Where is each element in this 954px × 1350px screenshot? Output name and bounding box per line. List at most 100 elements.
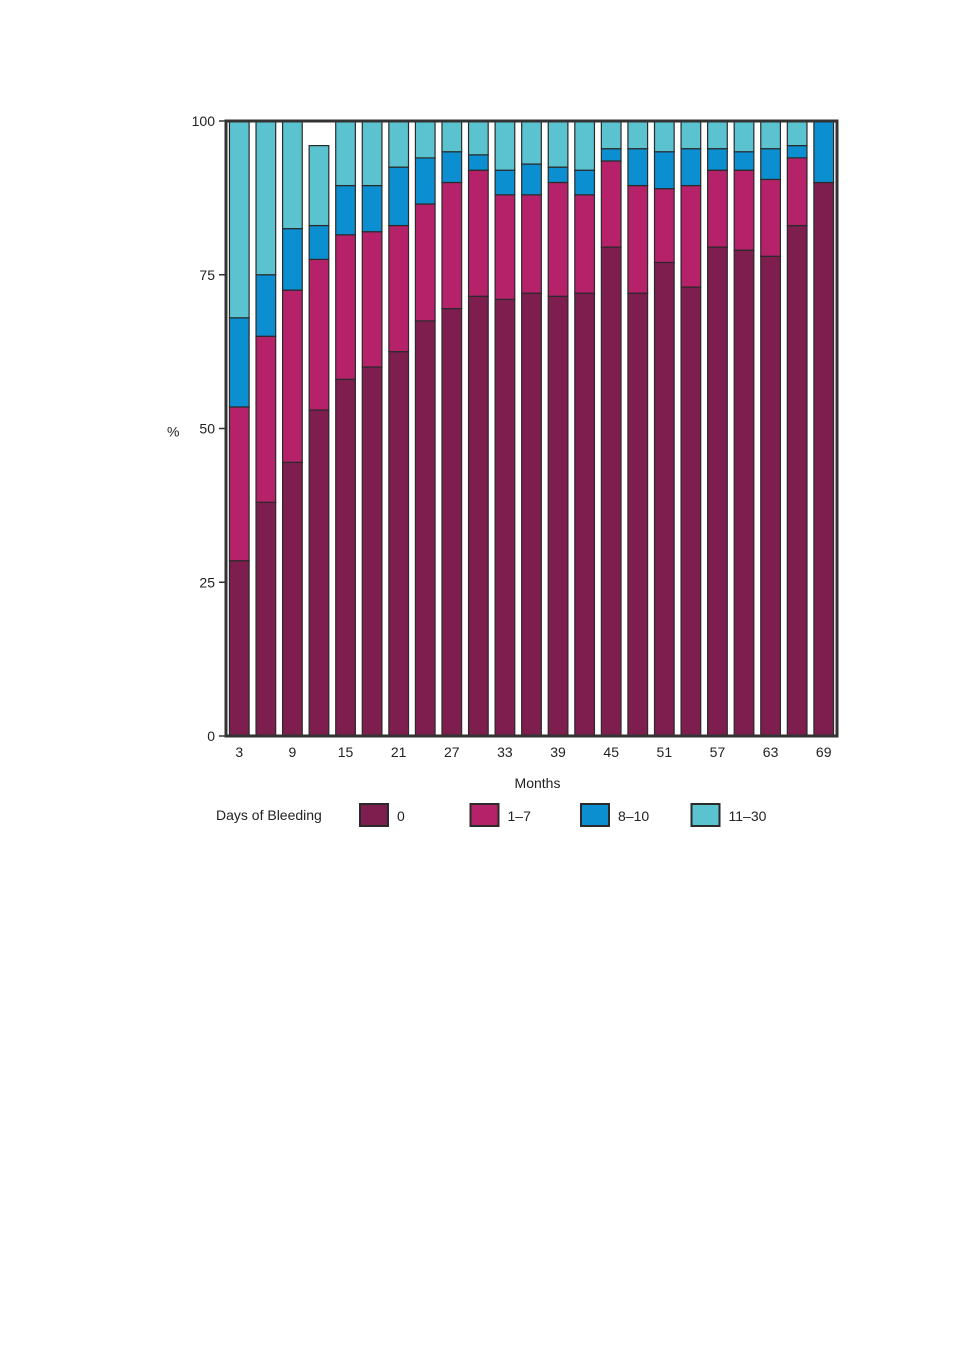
x-tick-label: 45 (603, 744, 619, 760)
bar-segment-series-1 (653, 188, 675, 264)
bar-segment-series-3 (255, 120, 277, 276)
bar-segment-series-3 (388, 120, 410, 168)
bar-segment-series-3 (733, 120, 755, 153)
bar-segment-series-2 (441, 151, 463, 184)
bar-segment-series-3 (760, 120, 782, 150)
bars (228, 120, 835, 737)
legend-title: Days of Bleeding (216, 807, 322, 823)
bar-segment-series-3 (653, 120, 675, 153)
bar-segment-series-3 (707, 120, 728, 150)
bar-segment-zero (707, 246, 728, 737)
bar-segment-zero (281, 461, 303, 737)
bar-segment-zero (547, 295, 569, 737)
bar-segment-series-2 (733, 151, 755, 171)
bar-segment-zero (627, 292, 649, 737)
x-tick-label: 9 (289, 744, 297, 760)
bar-segment-series-1 (680, 184, 702, 288)
bar-segment-series-3 (414, 120, 436, 159)
bar-segment-zero (653, 261, 675, 737)
y-tick-label: 25 (199, 574, 215, 590)
bar-segment-series-1 (441, 181, 463, 310)
bar-segment-series-3 (627, 120, 649, 150)
bar-segment-series-2 (786, 145, 808, 159)
bar-segment-series-2 (653, 151, 675, 190)
y-tick-label: 100 (192, 113, 216, 129)
bar-segment-zero (441, 307, 463, 737)
bar-segment-zero (388, 351, 410, 737)
x-tick-label: 27 (444, 744, 460, 760)
bar-segment-zero (600, 246, 622, 737)
bar-segment-series-2 (760, 148, 782, 181)
y-axis: 0 25 50 75 100 (192, 113, 226, 744)
bar-segment-series-3 (361, 120, 383, 187)
bar-segment-zero (335, 378, 356, 737)
bar-segment-series-3 (467, 120, 489, 156)
legend-label: 8–10 (618, 808, 649, 824)
bar-segment-series-2 (388, 166, 410, 227)
bar-segment-series-2 (627, 148, 649, 187)
bar-segment-series-1 (733, 169, 755, 251)
legend-swatch (359, 803, 389, 827)
bar-segment-series-3 (308, 145, 330, 227)
bar-segment-series-2 (707, 148, 728, 171)
legend: Days of Bleeding 0 1–7 8–10 11–30 (216, 803, 767, 827)
bar-segment-zero (760, 255, 782, 737)
bar-segment-series-2 (467, 154, 489, 171)
bar-segment-series-2 (228, 317, 250, 408)
bar-segment-series-3 (600, 120, 622, 150)
bar-segment-zero (414, 320, 436, 737)
bar-segment-series-3 (228, 120, 250, 319)
x-tick-label: 69 (816, 744, 832, 760)
bar-segment-series-3 (547, 120, 569, 168)
x-tick-label: 33 (497, 744, 513, 760)
x-tick-label: 63 (763, 744, 779, 760)
x-tick-label: 15 (338, 744, 354, 760)
bar-segment-series-3 (521, 120, 542, 165)
legend-swatch (580, 803, 610, 827)
bar-segment-series-2 (574, 169, 596, 196)
bar-segment-series-2 (308, 224, 330, 260)
y-tick-label: 75 (199, 267, 215, 283)
bar-segment-series-1 (281, 289, 303, 463)
x-tick-label: 51 (657, 744, 673, 760)
bar-segment-series-2 (255, 274, 277, 337)
y-axis-title: % (167, 424, 179, 440)
bar-segment-series-3 (786, 120, 808, 147)
bar-segment-series-1 (786, 157, 808, 227)
x-tick-label: 21 (391, 744, 407, 760)
bar-segment-series-3 (680, 120, 702, 150)
x-tick-label: 3 (235, 744, 243, 760)
bar-segment-zero (813, 181, 835, 737)
bar-segment-series-1 (760, 178, 782, 257)
legend-label: 1–7 (508, 808, 532, 824)
x-axis-title: Months (515, 775, 561, 791)
bar-segment-series-1 (255, 335, 277, 503)
bar-segment-zero (521, 292, 542, 737)
y-tick-label: 50 (199, 421, 215, 437)
bar-segment-zero (680, 286, 702, 737)
bar-segment-zero (255, 501, 277, 737)
bar-segment-zero (361, 366, 383, 737)
bar-segment-series-1 (308, 258, 330, 411)
bar-segment-series-2 (600, 148, 622, 162)
bar-segment-series-3 (281, 120, 303, 230)
x-tick-label: 57 (710, 744, 726, 760)
bar-segment-series-1 (467, 169, 489, 297)
bar-segment-series-1 (627, 184, 649, 294)
x-tick-label: 39 (550, 744, 566, 760)
bar-segment-series-2 (521, 163, 542, 196)
plot-frame (224, 119, 839, 738)
bar-segment-series-2 (813, 120, 835, 184)
bar-segment-zero (786, 224, 808, 737)
bar-segment-series-1 (600, 160, 622, 248)
legend-swatch (469, 803, 500, 827)
bar-segment-series-1 (521, 194, 542, 294)
y-tick-label: 0 (207, 728, 215, 744)
bar-segment-series-3 (441, 120, 463, 153)
bar-segment-zero (733, 249, 755, 737)
bar-segment-series-3 (494, 120, 516, 171)
bar-segment-zero (308, 409, 330, 737)
x-axis: 3 9 15 21 27 33 39 45 51 57 63 69 (235, 744, 831, 760)
legend-swatch (690, 803, 721, 827)
